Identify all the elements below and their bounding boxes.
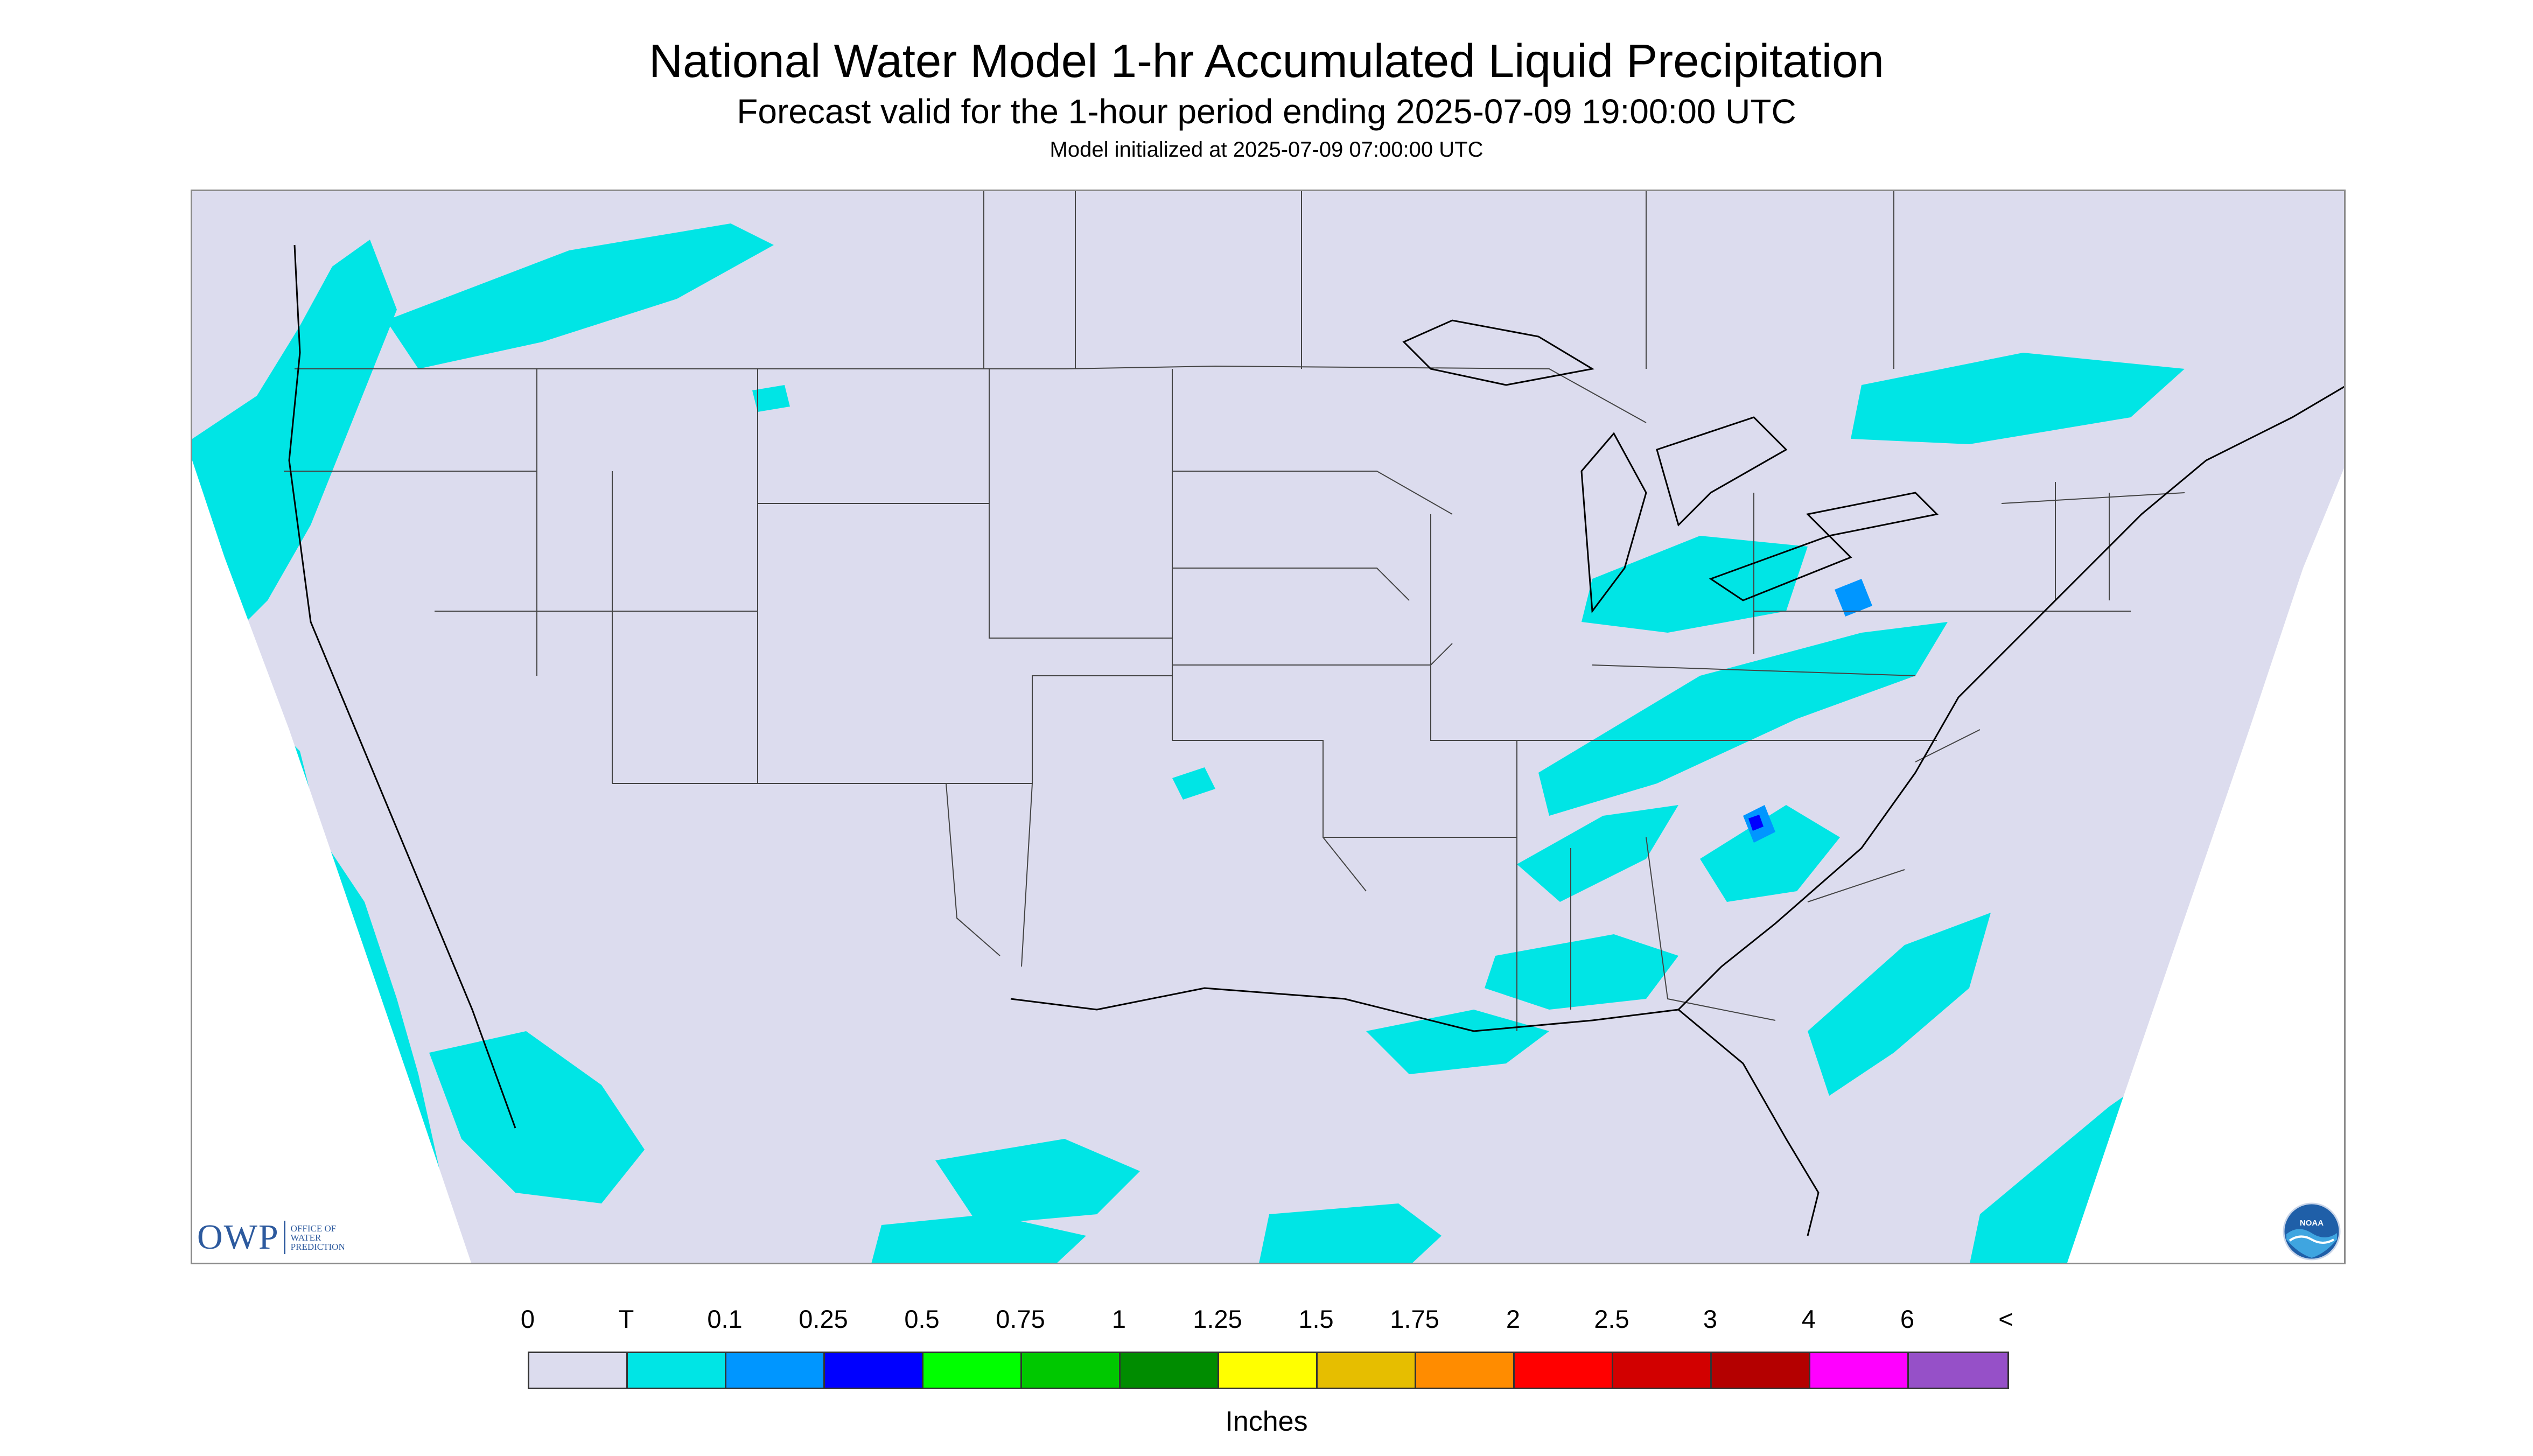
coastlines — [288, 244, 2344, 1236]
map-title: National Water Model 1-hr Accumulated Li… — [649, 35, 1884, 87]
legend-swatch-2 — [726, 1353, 825, 1388]
legend-label-2: 0.1 — [707, 1305, 743, 1333]
legend-label-4: 0.5 — [904, 1305, 940, 1333]
map-canvas — [192, 191, 2344, 1263]
legend-label-0: 0 — [520, 1305, 535, 1333]
map-subtitle: Forecast valid for the 1-hour period end… — [737, 92, 1796, 131]
owp-logo: OWP OFFICE OF WATER PREDICTION — [197, 1216, 345, 1259]
legend-swatch-8 — [1318, 1353, 1416, 1388]
legend-swatch-9 — [1416, 1353, 1515, 1388]
noaa-logo: NOAA — [2283, 1202, 2341, 1261]
legend-swatch-1 — [628, 1353, 726, 1388]
legend-swatch-4 — [923, 1353, 1022, 1388]
legend-label-8: 1.5 — [1298, 1305, 1334, 1333]
legend-swatch-10 — [1515, 1353, 1613, 1388]
legend-label-1: T — [618, 1305, 634, 1333]
legend-label-12: 3 — [1703, 1305, 1718, 1333]
owp-logo-divider — [283, 1221, 285, 1254]
owp-line-3: PREDICTION — [290, 1241, 345, 1252]
model-init-time: Model initialized at 2025-07-09 07:00:00… — [1049, 138, 1484, 162]
owp-logo-caption: OFFICE OF WATER PREDICTION — [291, 1224, 345, 1251]
legend-swatch-3 — [825, 1353, 923, 1388]
legend-label-10: 2 — [1506, 1305, 1521, 1333]
precip-legend-colorbar — [528, 1352, 2009, 1389]
owp-line-2: WATER — [290, 1232, 321, 1243]
legend-swatch-13 — [1810, 1353, 1909, 1388]
legend-label-3: 0.25 — [799, 1305, 848, 1333]
legend-swatch-5 — [1022, 1353, 1121, 1388]
legend-swatch-0 — [529, 1353, 628, 1388]
legend-swatch-6 — [1121, 1353, 1219, 1388]
legend-swatch-12 — [1712, 1353, 1810, 1388]
state-boundaries — [284, 191, 2185, 1031]
legend-swatch-14 — [1909, 1353, 2007, 1388]
legend-labels: 0 T 0.1 0.25 0.5 0.75 1 1.25 1.5 1.75 2 2.5 3 4 6 < — [0, 1304, 2533, 1342]
precipitation-map[interactable] — [191, 190, 2346, 1264]
legend-swatch-7 — [1219, 1353, 1318, 1388]
noaa-logo-text: NOAA — [2300, 1219, 2324, 1228]
legend-label-9: 1.75 — [1390, 1305, 1439, 1333]
legend-label-6: 1 — [1111, 1305, 1126, 1333]
model-domain — [192, 191, 2344, 1263]
legend-label-15: < — [1998, 1305, 2013, 1333]
legend-units: Inches — [1225, 1406, 1308, 1437]
owp-line-1: OFFICE OF — [290, 1223, 337, 1234]
legend-label-5: 0.75 — [996, 1305, 1045, 1333]
owp-mark-text: OWP — [197, 1217, 279, 1257]
legend-label-11: 2.5 — [1594, 1305, 1629, 1333]
legend-label-13: 4 — [1801, 1305, 1816, 1333]
legend-label-7: 1.25 — [1193, 1305, 1242, 1333]
legend-label-14: 6 — [1900, 1305, 1915, 1333]
legend-swatch-11 — [1613, 1353, 1712, 1388]
